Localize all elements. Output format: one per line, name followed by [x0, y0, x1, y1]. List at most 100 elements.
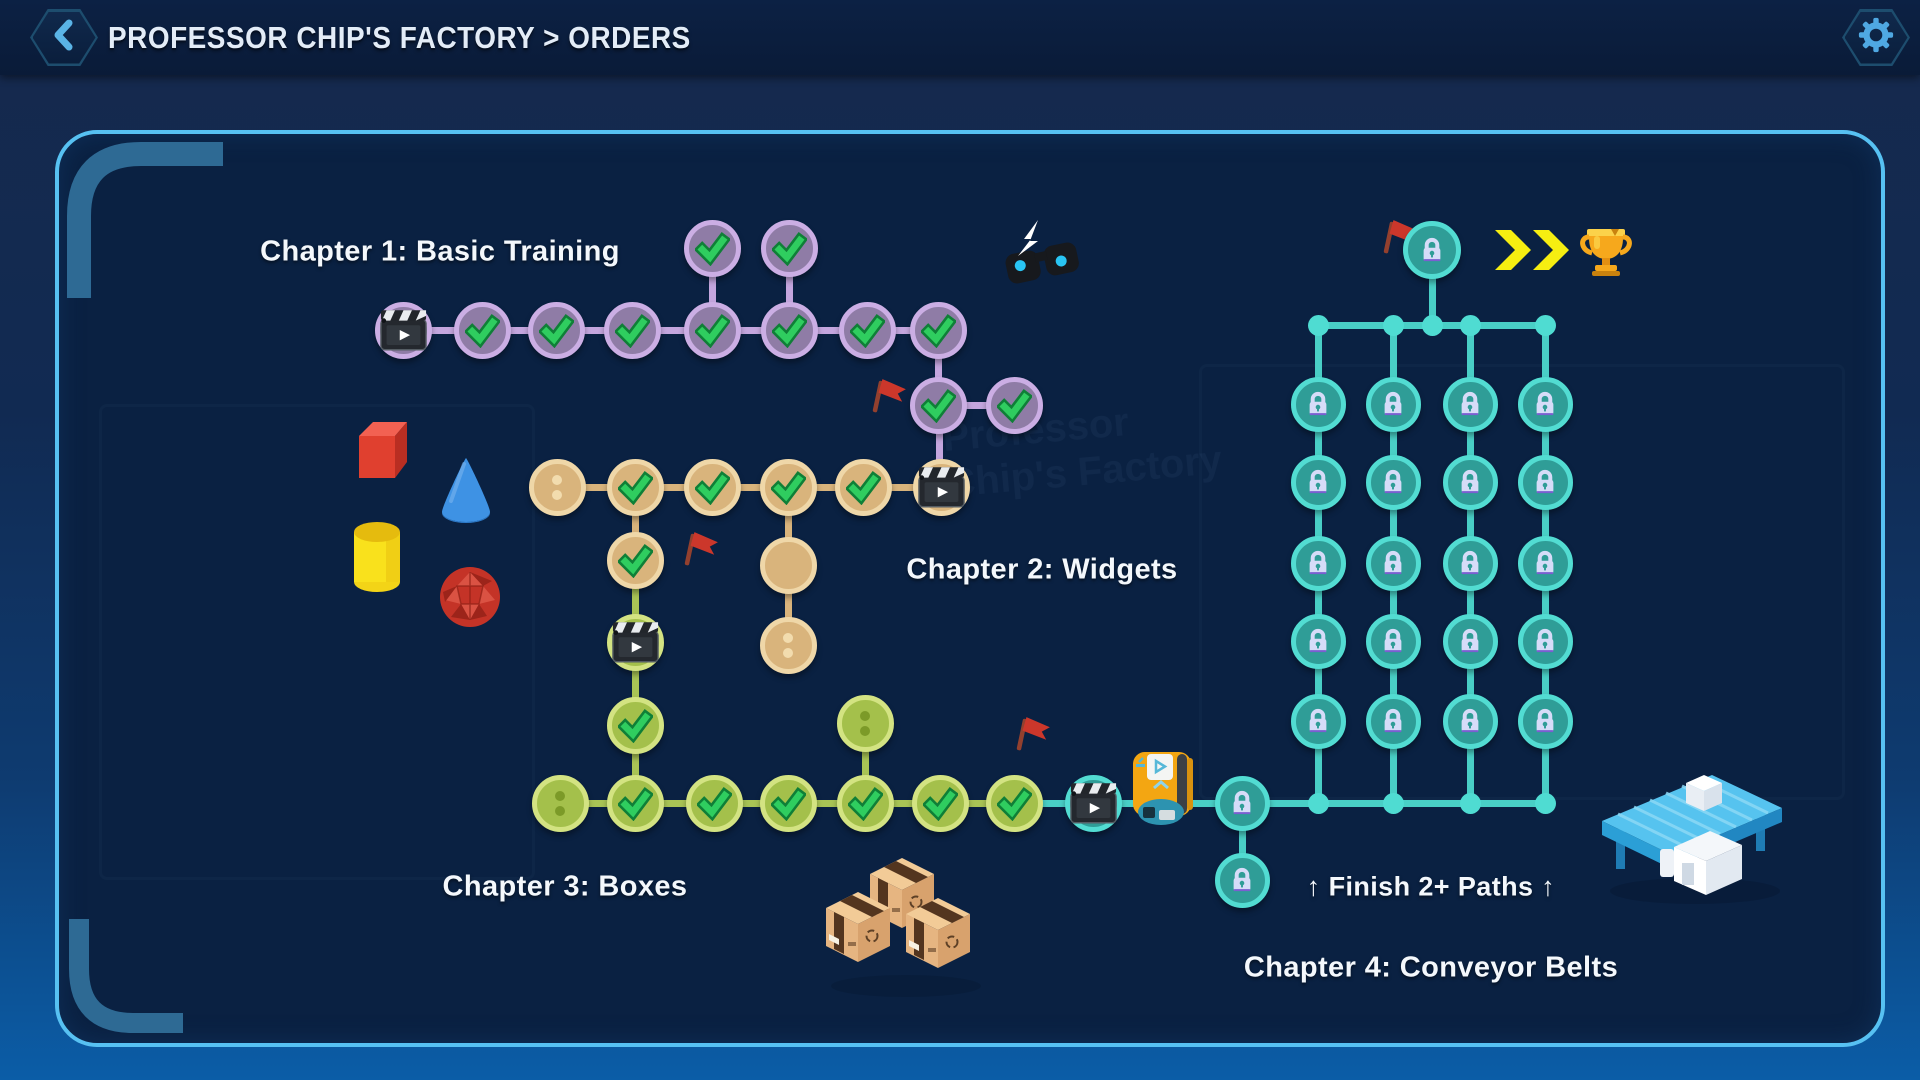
level-node-lock[interactable] — [1517, 376, 1573, 432]
gear-icon — [1858, 17, 1894, 58]
junction-dot — [1459, 792, 1481, 814]
level-node-check[interactable] — [760, 219, 818, 277]
level-node-clapper[interactable] — [606, 613, 664, 671]
trophy-icon — [1577, 224, 1635, 280]
level-node-lock[interactable] — [1214, 852, 1270, 908]
level-node-check[interactable] — [685, 774, 743, 832]
blue-cone — [437, 454, 495, 526]
level-node-lock[interactable] — [1403, 221, 1461, 279]
level-node-twodot[interactable] — [528, 458, 586, 516]
level-node-lock[interactable] — [1442, 454, 1498, 510]
path-edge-tan — [631, 487, 639, 560]
path-edge-purple — [935, 405, 943, 487]
robot-character — [1131, 750, 1197, 826]
path-edge-purple — [785, 248, 793, 330]
level-node-lock[interactable] — [1517, 693, 1573, 749]
level-node-lock[interactable] — [1442, 613, 1498, 669]
finish-note-label: ↑ Finish 2+ Paths ↑ — [1306, 871, 1556, 902]
level-node-clapper[interactable] — [912, 458, 970, 516]
level-node-lock[interactable] — [1290, 693, 1346, 749]
flag-icon — [863, 372, 907, 420]
back-button[interactable] — [30, 9, 98, 66]
junction-dot — [1382, 314, 1404, 336]
junction-dot — [1459, 314, 1481, 336]
level-node-lock[interactable] — [1290, 613, 1346, 669]
junction-dot — [1307, 314, 1329, 336]
red-cube — [351, 416, 413, 482]
level-node-check[interactable] — [836, 774, 894, 832]
level-node-lock[interactable] — [1517, 613, 1573, 669]
path-edge-teal — [1428, 250, 1436, 325]
path-edge-tan — [557, 483, 941, 491]
cardboard-boxes-illustration — [818, 856, 993, 1001]
level-node-check[interactable] — [606, 774, 664, 832]
level-node-check[interactable] — [985, 376, 1043, 434]
level-node-check[interactable] — [683, 458, 741, 516]
chevron-left-icon — [49, 17, 79, 58]
level-node-lock[interactable] — [1365, 613, 1421, 669]
double-chevron-icon — [1495, 230, 1569, 270]
path-edge-purple — [708, 248, 716, 330]
flag-icon — [675, 525, 719, 573]
path-edge-green — [861, 723, 869, 803]
level-node-check[interactable] — [911, 774, 969, 832]
path-edge-purple — [934, 330, 942, 405]
level-node-check[interactable] — [603, 301, 661, 359]
level-node-lock[interactable] — [1365, 376, 1421, 432]
level-node-check[interactable] — [527, 301, 585, 359]
level-node-twodot[interactable] — [759, 616, 817, 674]
level-node-lock[interactable] — [1442, 693, 1498, 749]
level-node-clapper[interactable] — [374, 301, 432, 359]
level-node-check[interactable] — [453, 301, 511, 359]
level-node-lock[interactable] — [1290, 376, 1346, 432]
level-node-lock[interactable] — [1365, 693, 1421, 749]
level-node-lock[interactable] — [1365, 454, 1421, 510]
chapter-4-label: Chapter 4: Conveyor Belts — [1243, 951, 1619, 984]
path-edge-purple — [403, 326, 938, 334]
conveyor-belt-illustration — [1590, 763, 1800, 913]
settings-button[interactable] — [1842, 9, 1910, 66]
level-node-lock[interactable] — [1442, 535, 1498, 591]
red-geodesic-sphere — [437, 564, 503, 630]
level-node-check[interactable] — [834, 458, 892, 516]
junction-dot — [1382, 792, 1404, 814]
yellow-cylinder — [350, 519, 404, 595]
level-node-plain[interactable] — [759, 536, 817, 594]
level-node-lock[interactable] — [1290, 454, 1346, 510]
chapter-3-label: Chapter 3: Boxes — [442, 870, 688, 903]
level-node-check[interactable] — [909, 301, 967, 359]
level-node-check[interactable] — [985, 774, 1043, 832]
page-title: PROFESSOR CHIP'S FACTORY > ORDERS — [108, 19, 691, 55]
level-node-check[interactable] — [909, 376, 967, 434]
junction-dot — [1534, 792, 1556, 814]
path-edge-teal — [1014, 799, 1545, 807]
level-node-lock[interactable] — [1290, 535, 1346, 591]
level-node-lock[interactable] — [1214, 775, 1270, 831]
robot-goggles-icon — [998, 220, 1086, 290]
header-bar: PROFESSOR CHIP'S FACTORY > ORDERS — [0, 0, 1920, 75]
level-node-check[interactable] — [606, 458, 664, 516]
level-node-check[interactable] — [683, 219, 741, 277]
level-node-check[interactable] — [838, 301, 896, 359]
flag-icon — [1007, 710, 1051, 758]
junction-dot — [1534, 314, 1556, 336]
chapter-2-label: Chapter 2: Widgets — [906, 553, 1178, 586]
path-edge-teal — [1238, 803, 1246, 880]
level-node-check[interactable] — [683, 301, 741, 359]
path-edge-green — [631, 560, 639, 803]
junction-dot — [1307, 792, 1329, 814]
level-node-lock[interactable] — [1442, 376, 1498, 432]
level-node-lock[interactable] — [1517, 535, 1573, 591]
level-node-twodot[interactable] — [836, 694, 894, 752]
level-node-check[interactable] — [606, 696, 664, 754]
level-node-check[interactable] — [759, 458, 817, 516]
junction-dot — [1421, 314, 1443, 336]
level-node-lock[interactable] — [1365, 535, 1421, 591]
level-node-check[interactable] — [760, 301, 818, 359]
level-node-twodot[interactable] — [531, 774, 589, 832]
level-node-check[interactable] — [606, 531, 664, 589]
level-node-check[interactable] — [759, 774, 817, 832]
level-node-clapper[interactable] — [1064, 774, 1122, 832]
level-node-lock[interactable] — [1517, 454, 1573, 510]
